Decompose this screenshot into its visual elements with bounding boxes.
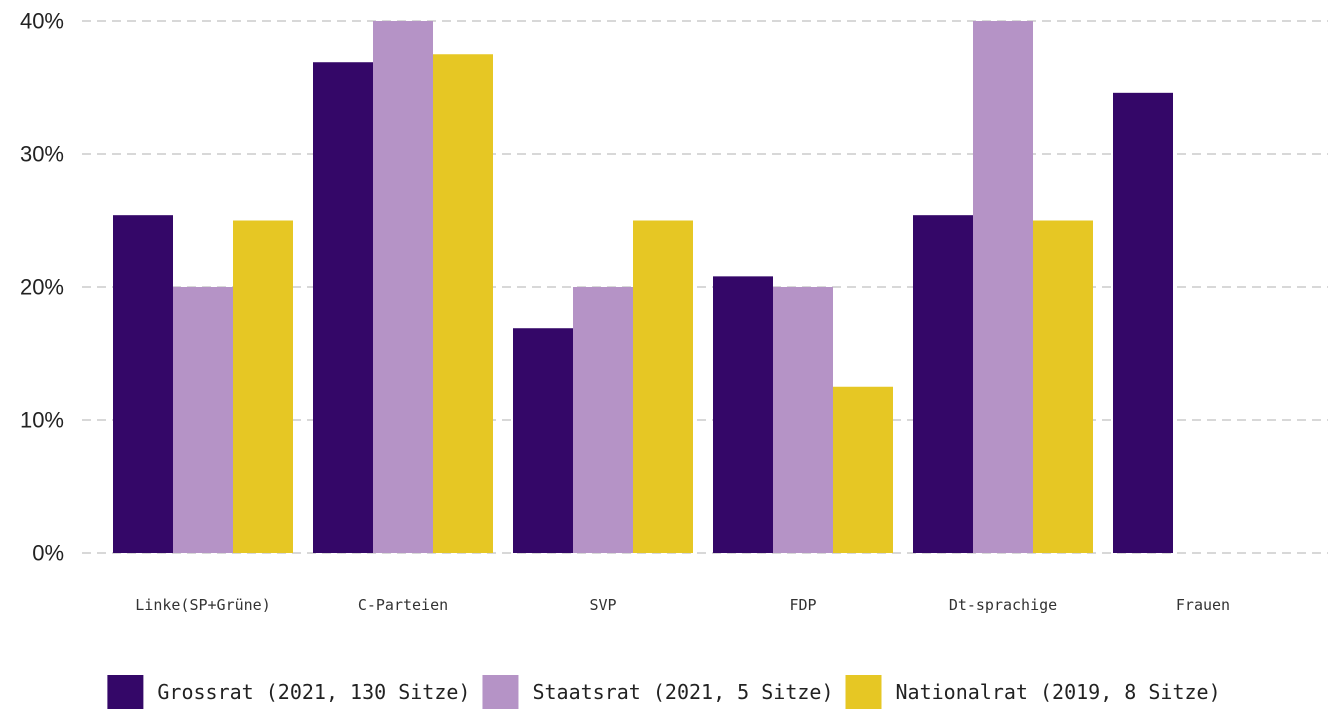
legend: Grossrat (2021, 130 Sitze) Staatsrat (202… [107,675,1221,709]
bars [113,21,1173,553]
bar [973,21,1033,553]
category-label: Linke(SP+Grüne) [135,596,270,614]
legend-label: Nationalrat (2019, 8 Sitze) [896,680,1221,704]
category-label: Frauen [1176,596,1230,614]
legend-label: Grossrat (2021, 130 Sitze) [157,680,470,704]
legend-swatch [845,675,882,709]
x-axis-category-labels: Linke(SP+Grüne) C-Parteien SVP FDP Dt-sprach… [135,596,1230,614]
y-tick-label: 30% [20,142,64,167]
bar [633,220,693,553]
bar [513,328,573,553]
bar [113,215,173,553]
bar [913,215,973,553]
bar [1033,220,1093,553]
bar [833,386,893,553]
bar [573,287,633,553]
category-label: Dt-sprachige [949,596,1057,614]
legend-item: Nationalrat (2019, 8 Sitze) [845,675,1221,709]
legend-swatch [482,675,519,709]
y-tick-label: 20% [20,275,64,300]
y-axis-tick-labels: 0% 10% 20% 30% 40% [20,9,64,566]
y-tick-label: 10% [20,408,64,433]
bar [1113,92,1173,553]
bar [313,62,373,553]
category-label: C-Parteien [358,596,448,614]
bar [713,276,773,553]
bar [373,21,433,553]
y-tick-label: 0% [32,541,64,566]
legend-item: Grossrat (2021, 130 Sitze) [107,675,470,709]
bar [173,287,233,553]
bar [233,220,293,553]
category-label: FDP [789,596,816,614]
legend-label: Staatsrat (2021, 5 Sitze) [532,680,833,704]
y-tick-label: 40% [20,9,64,34]
legend-swatch [107,675,144,709]
legend-item: Staatsrat (2021, 5 Sitze) [482,675,834,709]
category-label: SVP [589,596,616,614]
bar [433,54,493,553]
bar [773,287,833,553]
